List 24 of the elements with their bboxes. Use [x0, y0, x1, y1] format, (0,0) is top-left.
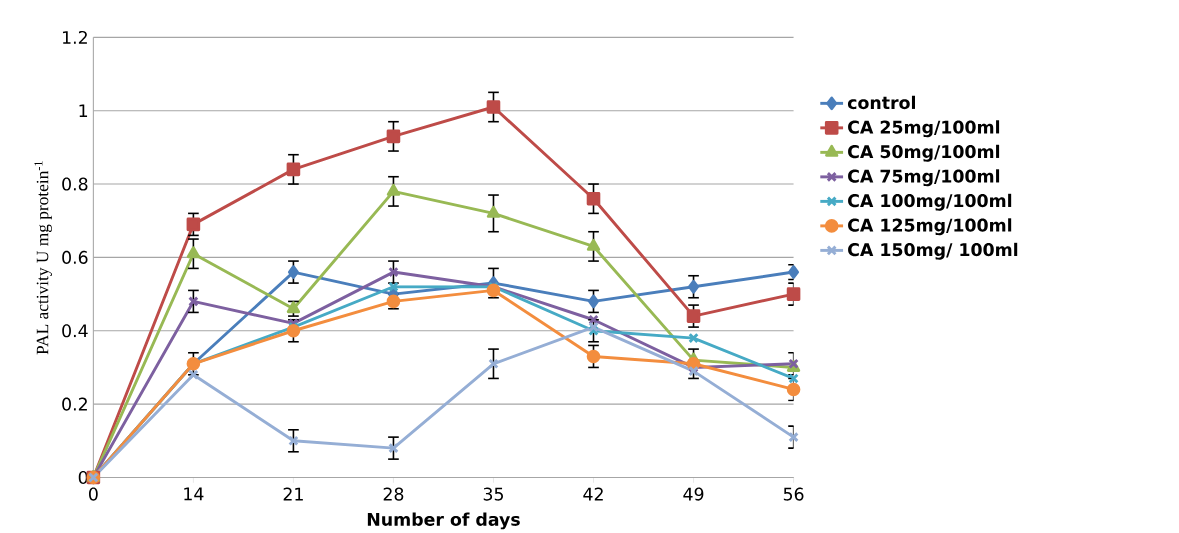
- legend-label: control: [847, 95, 915, 109]
- y-tick-label: 0: [78, 470, 88, 484]
- x-tick-label: 28: [383, 487, 404, 501]
- y-axis-title: PAL activity U mg protein$^{-1}$: [34, 161, 52, 355]
- legend-label: CA 75mg/100ml: [848, 169, 1000, 186]
- legend-label: CA 150mg/ 100ml: [848, 242, 1018, 260]
- x-axis-title: Number of days: [367, 512, 520, 530]
- y-tick-label: 0.4: [62, 323, 88, 338]
- x-tick-label: 21: [283, 487, 303, 501]
- x-tick-label: 0: [89, 487, 98, 501]
- y-tick-label: 0.6: [62, 250, 88, 264]
- x-tick-label: 14: [184, 487, 204, 500]
- x-tick-label: 42: [583, 487, 603, 501]
- legend-label: CA 125mg/100ml: [848, 218, 1012, 235]
- legend-label: CA 50mg/100ml: [848, 144, 1000, 162]
- x-tick-label: 56: [783, 487, 804, 501]
- y-tick-label: 0.8: [62, 177, 88, 191]
- x-tick-label: 35: [483, 487, 503, 501]
- y-tick-label: 1: [79, 104, 88, 117]
- legend-label: CA 100mg/100ml: [848, 193, 1012, 211]
- y-tick-label: 0.2: [62, 397, 87, 411]
- legend-label: CA 25mg/100ml: [848, 120, 1000, 137]
- x-tick-label: 49: [683, 487, 704, 501]
- y-tick-label: 1.2: [62, 30, 87, 44]
